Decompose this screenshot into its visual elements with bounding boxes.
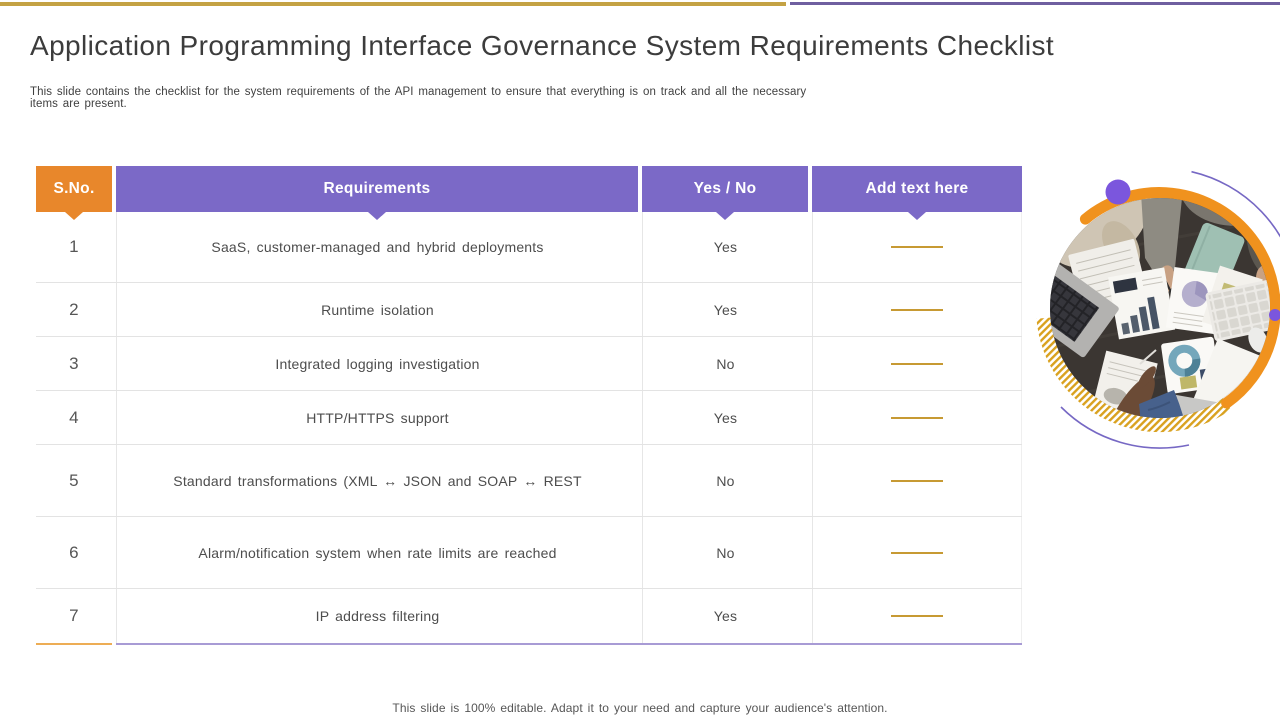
add-text-line-icon: [891, 246, 943, 248]
col-header-requirements: Requirements: [116, 166, 638, 220]
desk-photo-content: [1050, 198, 1270, 418]
add-text-line-icon: [891, 551, 943, 554]
cell-requirement: Standard transformations (XML ↔ JSON and…: [116, 445, 638, 516]
table-row: 7 IP address filtering Yes: [36, 589, 1022, 643]
cell-yes-no: Yes: [642, 212, 808, 282]
triangle-pointer-icon: [908, 212, 926, 220]
cell-requirement: SaaS, customer-managed and hybrid deploy…: [116, 212, 638, 282]
add-text-line-icon: [891, 479, 943, 482]
cell-yes-no: No: [642, 445, 808, 516]
col-header-add-text: Add text here: [812, 166, 1022, 220]
col-header-sno: S.No.: [36, 166, 112, 220]
cell-yes-no: Yes: [642, 283, 808, 336]
purple-dot-decoration: [1269, 309, 1280, 321]
requirements-table: S.No. Requirements Yes / No Add text her…: [36, 166, 1022, 645]
purple-arc-decoration: [1060, 406, 1190, 449]
add-text-line-icon: [891, 308, 943, 311]
cell-add-text: [812, 589, 1022, 643]
cell-add-text: [812, 212, 1022, 282]
purple-dot-decoration: [1105, 179, 1131, 205]
cell-yes-no: No: [642, 337, 808, 390]
cell-sno: 5: [69, 470, 79, 490]
col-header-add-text-label: Add text here: [865, 180, 969, 197]
cell-sno: 1: [69, 237, 79, 256]
cell-yes-no: Yes: [642, 589, 808, 643]
table-bottom-accent: [36, 643, 1022, 645]
cell-sno: 3: [69, 353, 79, 373]
col-header-yes-no-label: Yes / No: [693, 180, 757, 197]
top-accent-gold-bar: [0, 2, 786, 6]
triangle-pointer-icon: [368, 212, 386, 220]
cell-add-text: [812, 517, 1022, 588]
table-row: 5 Standard transformations (XML ↔ JSON a…: [36, 445, 1022, 517]
bottom-accent-purple: [116, 643, 1022, 645]
table-row: 6 Alarm/notification system when rate li…: [36, 517, 1022, 589]
add-text-line-icon: [891, 416, 943, 419]
cell-requirement: IP address filtering: [116, 589, 638, 643]
top-accent-purple-bar: [790, 2, 1280, 5]
add-text-line-icon: [891, 615, 943, 617]
triangle-pointer-icon: [716, 212, 734, 220]
cell-yes-no: No: [642, 517, 808, 588]
page-title: Application Programming Interface Govern…: [30, 30, 1055, 61]
triangle-pointer-icon: [65, 212, 83, 220]
col-header-yes-no: Yes / No: [642, 166, 808, 220]
table-row: 3 Integrated logging investigation No: [36, 337, 1022, 391]
cell-sno: 2: [69, 299, 79, 319]
cell-sno: 4: [69, 407, 79, 427]
table-row: 1 SaaS, customer-managed and hybrid depl…: [36, 212, 1022, 283]
col-header-sno-label: S.No.: [53, 180, 95, 197]
purple-arc-decoration: [1191, 170, 1280, 238]
cell-sno: 7: [69, 606, 79, 625]
cell-requirement: Runtime isolation: [116, 283, 638, 336]
cell-add-text: [812, 391, 1022, 444]
cell-yes-no: Yes: [642, 391, 808, 444]
cell-requirement: Alarm/notification system when rate limi…: [116, 517, 638, 588]
cell-add-text: [812, 337, 1022, 390]
bottom-accent-orange: [36, 643, 112, 645]
table-header-row: S.No. Requirements Yes / No Add text her…: [36, 166, 1022, 220]
cell-add-text: [812, 445, 1022, 516]
cell-requirement: HTTP/HTTPS support: [116, 391, 638, 444]
slide-subtitle: This slide contains the checklist for th…: [30, 86, 807, 110]
striped-arc-decoration: [1036, 317, 1232, 433]
slide-footer: This slide is 100% editable. Adapt it to…: [392, 701, 888, 715]
table-row: 2 Runtime isolation Yes: [36, 283, 1022, 337]
orange-arc-decoration: [1079, 187, 1280, 409]
team-collaboration-photo: [1036, 170, 1280, 449]
col-header-requirements-label: Requirements: [323, 180, 431, 197]
cell-add-text: [812, 283, 1022, 336]
table-row: 4 HTTP/HTTPS support Yes: [36, 391, 1022, 445]
cell-sno: 6: [69, 542, 79, 562]
cell-requirement: Integrated logging investigation: [116, 337, 638, 390]
add-text-line-icon: [891, 362, 943, 365]
